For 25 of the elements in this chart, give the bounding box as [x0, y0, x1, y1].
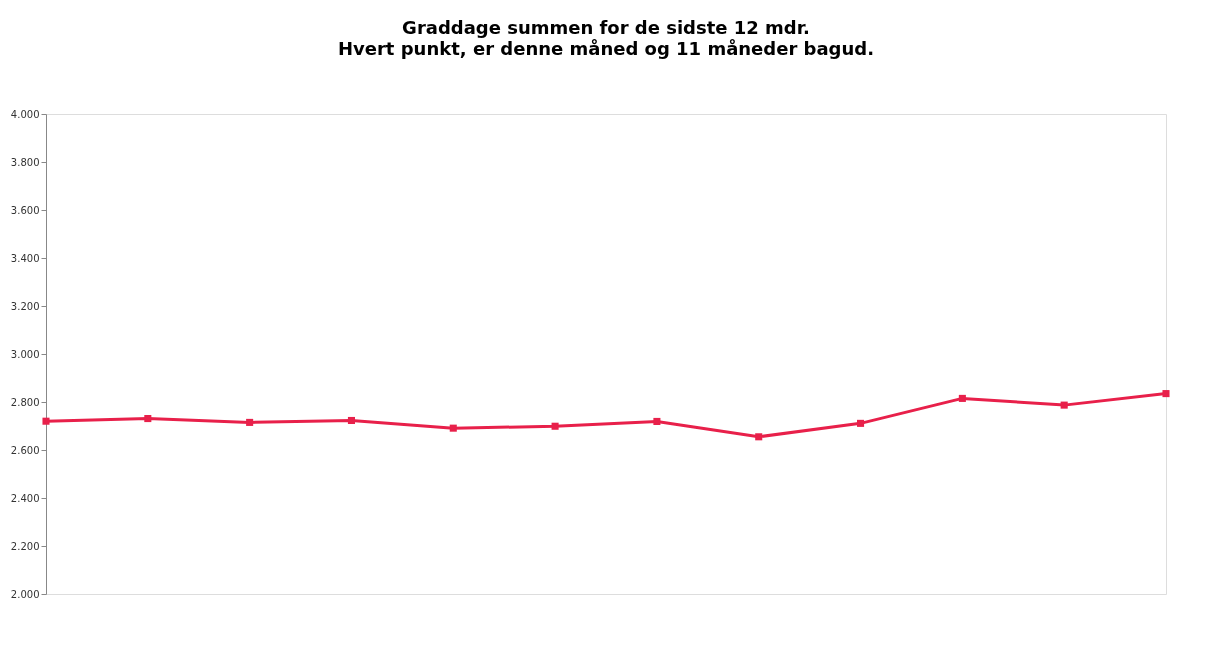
point — [347, 416, 355, 425]
y-tick-label: 3.200 — [10, 300, 40, 312]
point — [958, 394, 966, 402]
point — [755, 433, 763, 441]
y-tick-label: 4.000 — [10, 108, 40, 120]
chart-subtitle: Hvert punkt, er denne måned og 11 måneder bagud. — [337, 38, 875, 59]
point — [653, 417, 661, 425]
y-tick-label: 2.800 — [10, 396, 40, 408]
y-tick-label: 2.000 — [10, 588, 40, 600]
y-tick-label: 3.000 — [10, 348, 40, 360]
point — [449, 424, 457, 432]
y-tick-label: 3.400 — [10, 252, 40, 264]
point — [1162, 390, 1170, 398]
y-tick-label: 2.400 — [10, 492, 40, 504]
y-tick-label: 3.600 — [10, 204, 40, 216]
point — [551, 422, 559, 430]
point — [857, 419, 865, 427]
point — [1060, 401, 1068, 409]
y-tick-label: 2.600 — [10, 444, 40, 456]
y-tick-label: 3.800 — [10, 156, 40, 168]
chart-title: Graddage summen for de sidste 12 mdr. — [402, 17, 810, 38]
point — [246, 418, 254, 426]
point — [144, 415, 152, 423]
y-tick-label: 2.200 — [10, 540, 40, 552]
point — [42, 417, 50, 425]
